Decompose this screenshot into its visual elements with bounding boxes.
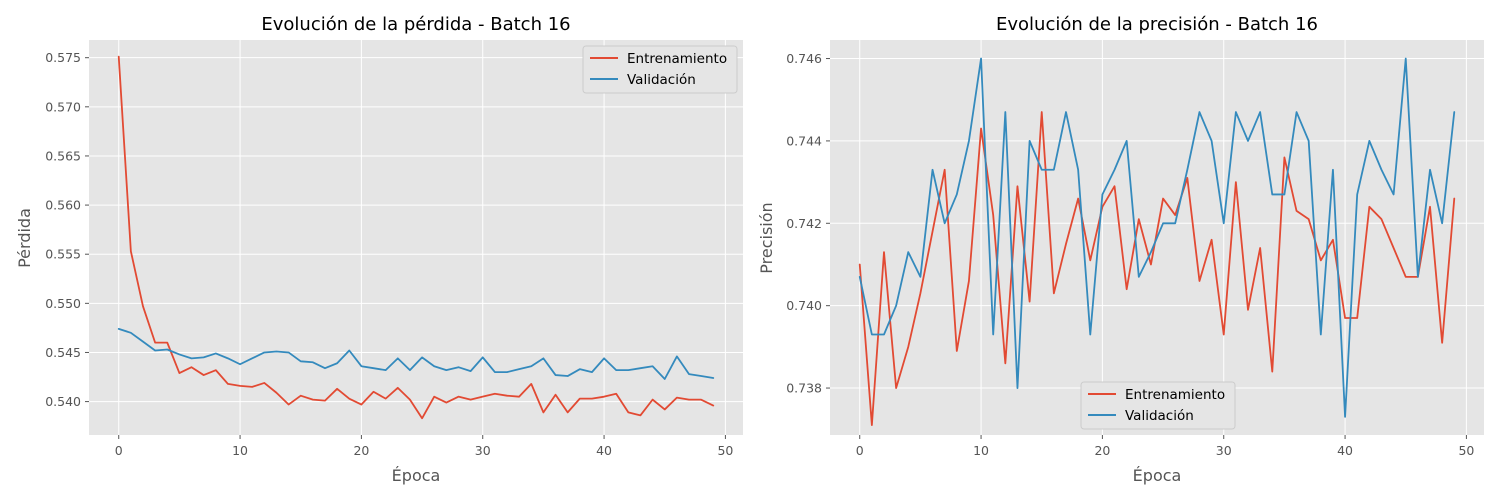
loss-y-tick-label: 0.540	[45, 394, 81, 409]
loss-x-tick-label: 10	[232, 443, 248, 458]
accuracy-legend-val-label: Validación	[1125, 408, 1194, 424]
accuracy-x-tick-label: 0	[856, 443, 864, 458]
loss-y-tick-label: 0.555	[45, 247, 81, 262]
loss-x-ticks: 0 10 20 30 40 50	[115, 435, 733, 458]
loss-y-tick-label: 0.575	[45, 50, 81, 65]
accuracy-y-tick-label: 0.738	[786, 381, 822, 396]
loss-x-tick-label: 40	[596, 443, 612, 458]
accuracy-grid	[830, 40, 1484, 435]
accuracy-validation-line	[858, 57, 1456, 418]
loss-y-tick-label: 0.545	[45, 345, 81, 360]
loss-x-tick-label: 50	[717, 443, 733, 458]
accuracy-chart: 0 10 20 30 40 50 0.738 0.740 0.742 0.744 0.746 Ev…	[757, 14, 1484, 485]
loss-plot-area	[89, 40, 743, 435]
accuracy-x-axis-label: Época	[1133, 466, 1182, 485]
accuracy-y-tick-label: 0.744	[786, 133, 822, 148]
accuracy-x-tick-label: 20	[1094, 443, 1110, 458]
loss-x-tick-label: 20	[353, 443, 369, 458]
loss-x-axis-label: Época	[392, 466, 441, 485]
loss-y-tick-label: 0.550	[45, 296, 81, 311]
accuracy-y-axis-label: Precisión	[757, 202, 776, 273]
loss-y-axis-label: Pérdida	[15, 208, 34, 268]
accuracy-series	[858, 57, 1456, 427]
loss-legend-train-label: Entrenamiento	[627, 51, 727, 67]
loss-y-tick-label: 0.560	[45, 198, 81, 213]
accuracy-legend-train-label: Entrenamiento	[1125, 387, 1225, 403]
accuracy-training-line	[858, 111, 1456, 427]
loss-legend-box	[582, 45, 738, 94]
loss-validation-line	[117, 327, 715, 380]
loss-y-tick-label: 0.565	[45, 148, 81, 163]
accuracy-y-tick-label: 0.742	[786, 216, 822, 231]
accuracy-x-tick-label: 40	[1337, 443, 1353, 458]
accuracy-legend-box	[1080, 381, 1236, 430]
loss-grid	[89, 40, 743, 435]
loss-legend-val-label: Validación	[627, 72, 696, 88]
loss-legend: Entrenamiento Validación	[582, 45, 738, 94]
loss-x-tick-label: 30	[475, 443, 491, 458]
accuracy-x-tick-label: 50	[1458, 443, 1474, 458]
accuracy-x-tick-label: 10	[973, 443, 989, 458]
loss-x-tick-label: 0	[115, 443, 123, 458]
accuracy-chart-title: Evolución de la precisión - Batch 16	[996, 14, 1318, 35]
accuracy-x-tick-label: 30	[1216, 443, 1232, 458]
loss-chart: 0 10 20 30 40 50 0.5400.5450.5500.5550.5600.5…	[15, 14, 743, 485]
loss-chart-title: Evolución de la pérdida - Batch 16	[261, 14, 570, 35]
accuracy-legend: Entrenamiento Validación	[1080, 381, 1236, 430]
accuracy-y-ticks: 0.738 0.740 0.742 0.744 0.746	[786, 51, 830, 396]
loss-series	[117, 55, 715, 420]
loss-y-ticks: 0.540 0.545 0.550 0.555 0.560 0.565 0.570 0.575	[45, 50, 89, 409]
accuracy-y-tick-label: 0.746	[786, 51, 822, 66]
accuracy-x-ticks: 0 10 20 30 40 50	[856, 435, 1474, 458]
loss-y-tick-label: 0.570	[45, 99, 81, 114]
loss-training-line	[117, 55, 715, 420]
accuracy-y-tick-label: 0.740	[786, 298, 822, 313]
